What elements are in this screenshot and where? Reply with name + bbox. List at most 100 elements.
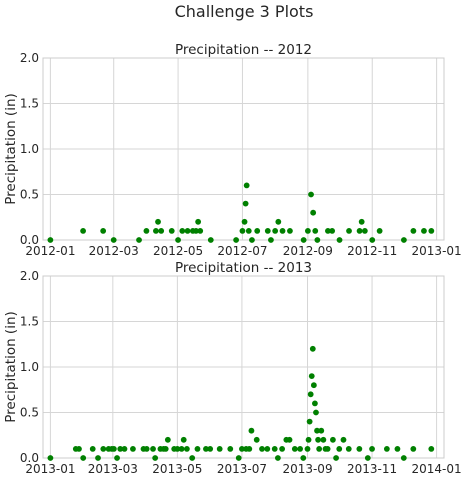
data-point: [268, 237, 274, 243]
data-point: [410, 446, 417, 452]
y-tick-label: 0.5: [20, 188, 39, 202]
data-point: [117, 446, 124, 452]
y-tick-label: 0.5: [20, 406, 39, 420]
data-point: [428, 446, 435, 452]
data-point: [264, 446, 271, 452]
data-point: [143, 228, 150, 234]
data-point: [315, 436, 321, 443]
data-point: [300, 455, 307, 461]
data-point: [110, 446, 117, 452]
y-tick-label: 1.0: [20, 142, 39, 156]
data-point: [239, 228, 246, 234]
y-tick-label: 2.0: [20, 51, 39, 65]
data-point: [264, 228, 271, 234]
data-point: [179, 228, 186, 234]
data-point: [153, 228, 159, 234]
data-point: [279, 446, 286, 452]
data-point: [308, 191, 314, 198]
data-point: [309, 345, 316, 352]
data-point: [175, 237, 181, 243]
data-point: [239, 446, 245, 452]
data-point: [100, 446, 107, 452]
x-tick-label: 2012-03: [89, 244, 139, 258]
data-point: [241, 218, 248, 225]
y-axis-label: Precipitation (in): [3, 311, 19, 423]
data-point: [279, 228, 286, 234]
data-point: [330, 436, 336, 443]
data-point: [114, 455, 120, 461]
data-point: [245, 228, 252, 234]
x-tick-label: 2013-09: [282, 462, 332, 476]
data-point: [358, 218, 365, 225]
data-point: [383, 446, 390, 452]
data-point: [110, 237, 117, 243]
data-point: [329, 228, 336, 234]
data-point: [155, 218, 161, 225]
data-point: [314, 427, 320, 434]
data-point: [304, 446, 311, 452]
data-point: [168, 228, 175, 234]
data-point: [195, 218, 202, 225]
data-point: [47, 237, 54, 243]
y-tick-label: 2.0: [20, 269, 39, 283]
data-point: [307, 391, 314, 398]
data-point: [312, 228, 319, 234]
data-point: [183, 446, 190, 452]
data-point: [376, 228, 383, 234]
data-point: [150, 446, 156, 452]
data-point: [95, 455, 101, 461]
data-point: [249, 237, 255, 243]
data-point: [320, 436, 327, 443]
data-point: [310, 382, 317, 389]
y-tick-label: 0.0: [20, 233, 39, 247]
data-point: [233, 237, 240, 243]
data-point: [340, 436, 347, 443]
data-point: [180, 436, 187, 443]
data-point: [248, 427, 255, 434]
data-point: [130, 446, 136, 452]
data-point: [100, 228, 107, 234]
data-point: [136, 237, 142, 243]
data-point: [401, 237, 407, 243]
data-point: [369, 446, 375, 452]
data-point: [272, 228, 279, 234]
data-point: [316, 446, 323, 452]
chart-title: Precipitation -- 2012: [175, 42, 312, 58]
data-point: [194, 446, 201, 452]
data-point: [235, 455, 242, 461]
data-point: [242, 200, 249, 207]
chart-title: Precipitation -- 2013: [175, 260, 312, 276]
x-tick-label: 2013-03: [88, 462, 138, 476]
x-tick-label: 2012-11: [347, 244, 397, 258]
data-point: [318, 427, 325, 434]
data-point: [304, 228, 311, 234]
data-point: [336, 237, 343, 243]
data-point: [178, 446, 185, 452]
data-point: [306, 418, 313, 425]
data-point: [314, 237, 321, 243]
data-point: [174, 446, 181, 452]
x-tick-label: 2013-01: [412, 244, 462, 258]
data-point: [271, 446, 278, 452]
data-point: [243, 182, 250, 189]
figure-suptitle: Challenge 3 Plots: [175, 2, 314, 21]
data-point: [291, 446, 298, 452]
data-point: [325, 228, 331, 234]
data-point: [253, 436, 260, 443]
data-point: [356, 446, 363, 452]
data-point: [346, 228, 352, 234]
x-tick-label: 2013-07: [217, 462, 267, 476]
data-point: [297, 446, 304, 452]
data-point: [207, 446, 214, 452]
data-point: [47, 455, 54, 461]
data-point: [421, 228, 427, 234]
data-point: [254, 228, 261, 234]
data-point: [305, 436, 312, 443]
data-point: [410, 228, 417, 234]
data-point: [184, 228, 191, 234]
plot-area-frame: [42, 275, 445, 459]
chart-panel-2: Precipitation -- 2013 0.0 0.5 1.0 1.5 2.0 2013…: [3, 260, 462, 476]
x-tick-label: 2013-05: [152, 462, 202, 476]
data-point: [80, 455, 87, 461]
